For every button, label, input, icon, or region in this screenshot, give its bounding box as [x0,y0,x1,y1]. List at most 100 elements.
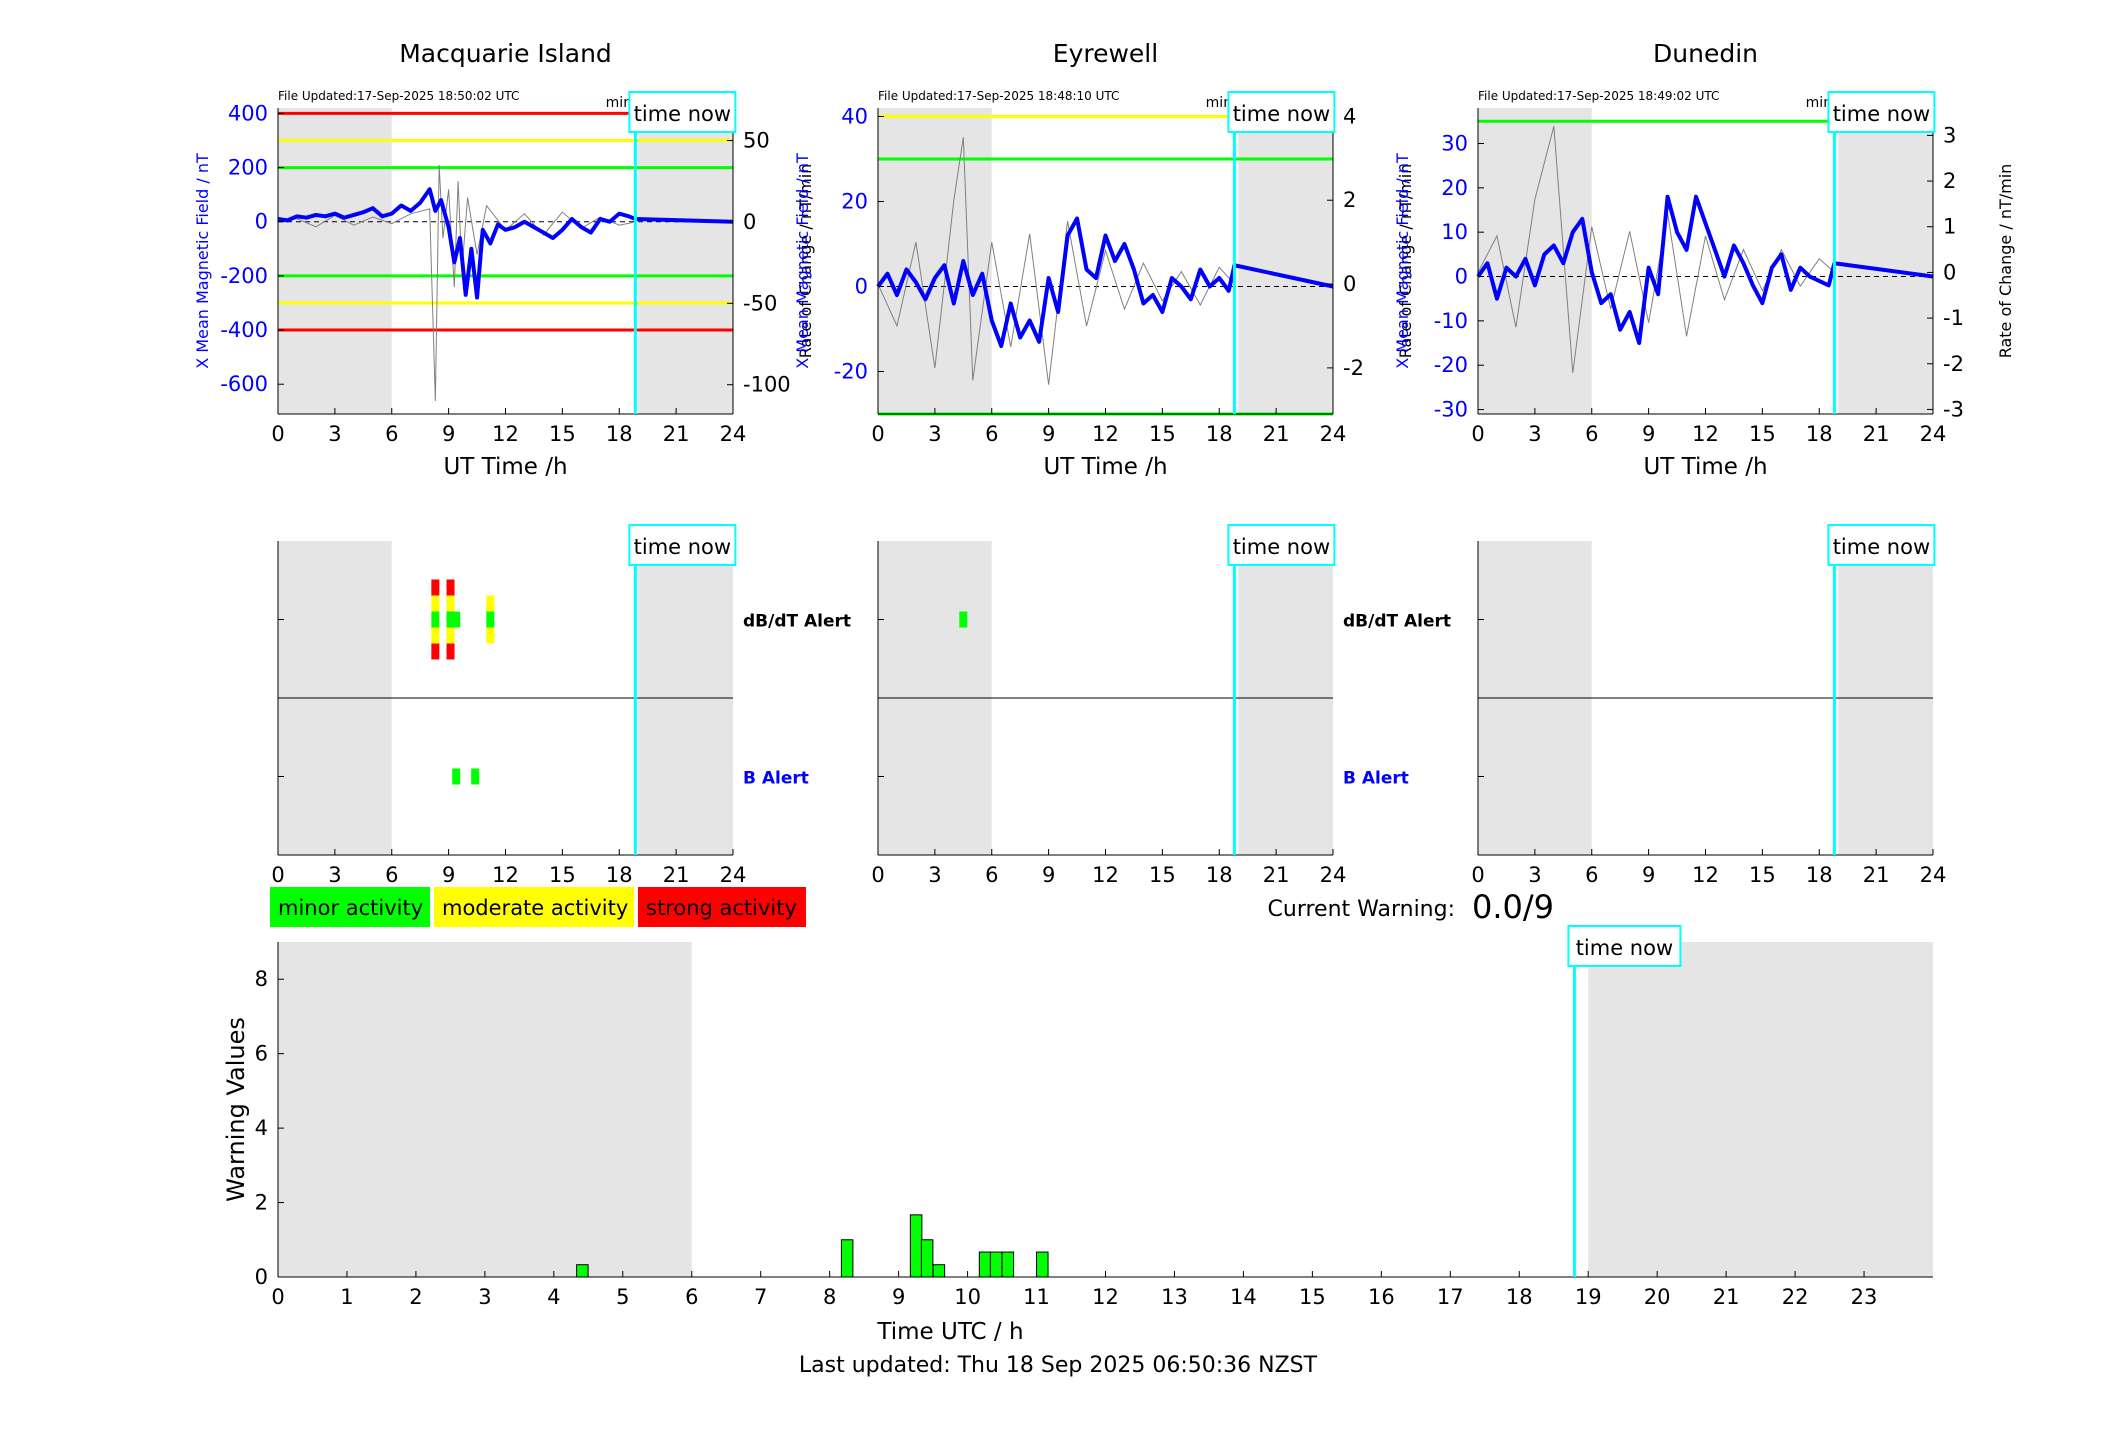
warning-bar [840,1239,854,1278]
file-updated: File Updated:17-Sep-2025 18:48:10 UTC [878,89,1119,103]
x-tick-label: 9 [892,1285,905,1309]
x-tick-label: 12 [1692,422,1719,446]
x-tick-label: 1 [340,1285,353,1309]
y-left-tick-label: -30 [1434,398,1468,422]
x-tick-label: 0 [271,422,284,446]
y-tick-label: 4 [255,1116,268,1140]
x-tick-label: 3 [928,422,941,446]
x-tick-label: 15 [1299,1285,1326,1309]
alert-row-label: dB/dT Alert [1343,612,1451,632]
station-title: Dunedin [1653,39,1758,68]
x-tick-label: 5 [616,1285,629,1309]
y-right-tick-label: 2 [1343,188,1356,212]
x-tick-label: 12 [1692,863,1719,887]
x-tick-label: 13 [1161,1285,1188,1309]
warning-bar [932,1264,946,1278]
x-tick-label: 18 [606,422,633,446]
y-left-tick-label: 0 [255,210,268,234]
x-tick-label: 15 [1149,863,1176,887]
x-axis-label: Time UTC / h [876,1319,1023,1345]
x-tick-label: 9 [442,422,455,446]
alert-bar-segment-moderate [486,595,495,612]
y-left-tick-label: 200 [228,156,268,180]
alert-bar-segment-strong [446,627,455,644]
y-tick-label: 8 [255,967,268,991]
x-tick-label: 12 [1092,863,1119,887]
x-tick-label: 3 [1528,863,1541,887]
alert-bar-segment-strong [446,643,455,660]
time-now-box [628,524,737,566]
night-shading [1478,108,1592,414]
time-now-box [1227,524,1336,566]
file-updated: File Updated:17-Sep-2025 18:49:02 UTC [1478,89,1719,103]
alert-bar-segment-minor [452,768,461,785]
night-shading [1588,942,1933,1277]
y-right-tick-label: -2 [1343,356,1364,380]
alert-panel-macquarie_alerts: dB/dT Alert B Alert 0 3 6 9 12 15 18 21 24 time now [271,524,851,887]
x-tick-label: 0 [871,422,884,446]
y-right-tick-label: -2 [1943,352,1964,376]
y-right-tick-label: 0 [1343,272,1356,296]
time-now-label: time now [1576,936,1673,960]
y-tick-label: 2 [255,1191,268,1215]
alert-bar-segment-strong [446,579,455,596]
x-tick-label: 12 [492,422,519,446]
alert-bar-segment-strong [431,595,440,612]
x-tick-label: 15 [1149,422,1176,446]
x-tick-label: 21 [1863,863,1890,887]
legend-swatch-strong [638,887,806,927]
y-left-tick-label: -400 [220,318,268,342]
legend-label: moderate activity [442,896,628,920]
x-tick-label: 0 [271,1285,284,1309]
alert-panel-eyrewell_alerts: dB/dT Alert B Alert 0 3 6 9 12 15 18 21 24 time now [871,524,1451,887]
station-title: Eyrewell [1053,39,1158,68]
warning-bar [909,1214,923,1278]
magnetic-field-series [876,216,1334,348]
x-tick-label: 15 [1749,863,1776,887]
y-left-axis-label: X Mean Magnetic Field / nT [793,153,812,369]
x-tick-label: 12 [1092,422,1119,446]
y-left-tick-label: 400 [228,101,268,125]
x-tick-label: 23 [1851,1285,1878,1309]
x-tick-label: 9 [1642,422,1655,446]
y-right-tick-label: -3 [1943,397,1964,421]
rate-of-change-series [277,164,636,401]
warning-bar [989,1251,1003,1278]
x-axis-label: UT Time /h [1043,454,1167,480]
x-tick-label: 16 [1368,1285,1395,1309]
x-tick-label: 6 [985,422,998,446]
legend-swatch-minor [270,887,430,927]
x-tick-label: 6 [1585,422,1598,446]
y-left-tick-label: 30 [1441,131,1468,155]
x-tick-label: 24 [1920,422,1947,446]
time-now-label: time now [634,102,731,126]
y-left-tick-label: -20 [834,360,868,384]
x-tick-label: 12 [1092,1285,1119,1309]
x-tick-label: 6 [385,422,398,446]
time-now-box [1827,91,1936,133]
time-now-box [1567,925,1682,967]
night-shading [278,942,692,1277]
x-tick-label: 21 [1863,422,1890,446]
legend-swatch-moderate [434,887,634,927]
station-alert-panels: dB/dT Alert B Alert 0 3 6 9 12 15 18 21 24 time now… [271,524,1946,887]
x-tick-label: 9 [1642,863,1655,887]
y-right-tick-label: -1 [1943,306,1964,330]
y-right-tick-label: 0 [1943,260,1956,284]
x-tick-label: 6 [385,863,398,887]
current-warning-value: 0.0/9 [1472,888,1554,926]
y-left-axis-label: X Mean Magnetic Field / nT [1393,153,1412,369]
alert-bar-segment-strong [431,643,440,660]
y-left-tick-label: -20 [1434,353,1468,377]
x-tick-label: 15 [1749,422,1776,446]
alert-bar-segment-strong [431,627,440,644]
y-right-axis-label: Rate of Change / nT/min [1396,164,1415,359]
x-tick-label: 0 [1471,422,1484,446]
time-now-label: time now [1833,535,1930,559]
night-shading [1838,108,1933,414]
x-tick-label: 22 [1782,1285,1809,1309]
x-tick-label: 20 [1644,1285,1671,1309]
warning-bar [920,1239,934,1278]
